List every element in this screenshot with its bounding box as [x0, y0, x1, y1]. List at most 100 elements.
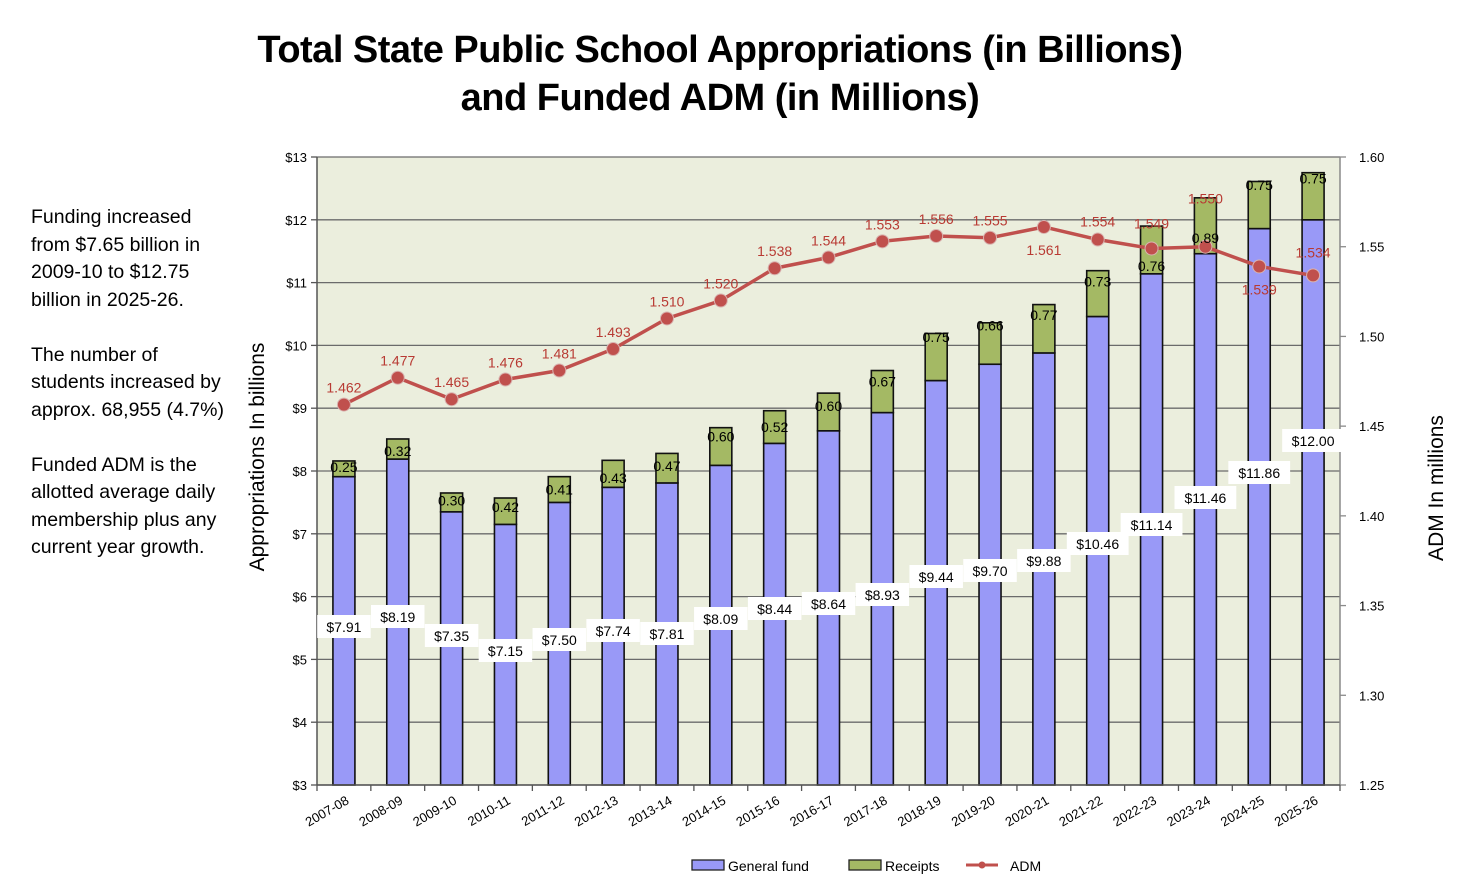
adm-label: 1.544: [811, 232, 846, 248]
bar-receipts: [1085, 269, 1110, 318]
adm-label: 1.465: [434, 374, 469, 390]
y-tick-label-right: 1.40: [1359, 509, 1384, 524]
adm-point: [1198, 239, 1213, 254]
chart-title-line-1: Total State Public School Appropriations…: [257, 29, 1183, 71]
adm-label: 1.538: [757, 243, 792, 259]
bar-receipts: [1247, 180, 1272, 230]
adm-point: [336, 397, 351, 412]
x-tick-label: 2012-13: [572, 793, 621, 830]
general-fund-label-box: [694, 607, 748, 630]
bar-receipts: [924, 332, 948, 382]
receipts-label: 0.73: [1084, 274, 1111, 290]
x-tick-label: 2008-09: [356, 793, 405, 830]
general-fund-label: $7.74: [596, 623, 631, 639]
receipts-label: 0.41: [546, 482, 573, 498]
adm-point: [1144, 241, 1159, 256]
general-fund-label: $11.14: [1131, 517, 1173, 533]
general-fund-label: $8.64: [811, 596, 846, 612]
bar-receipts: [655, 452, 679, 484]
data-labels: $7.91 $8.19 $7.35 $7.15 $7.50 $7.74 $7.81 $8.09…: [317, 170, 1344, 662]
x-tick-label: 2020-21: [1003, 793, 1052, 830]
receipts-label: 0.43: [600, 470, 627, 486]
x-tick-label: 2017-18: [841, 793, 890, 830]
y-tick-label-right: 1.35: [1359, 599, 1384, 614]
bar-general-fund: [439, 511, 464, 786]
bar-receipts: [978, 321, 1002, 366]
adm-point: [498, 372, 513, 387]
x-tick-label: 2022-23: [1110, 793, 1159, 830]
bar-receipts: [601, 459, 625, 489]
general-fund-label-box: [586, 619, 640, 642]
chart-title: Total State Public School Appropriations…: [0, 26, 1440, 122]
adm-label: 1.554: [1080, 214, 1115, 230]
adm-point: [1252, 259, 1267, 274]
general-fund-label-box: [1228, 461, 1291, 484]
receipts-label: 0.47: [653, 458, 680, 474]
general-fund-label: $7.91: [326, 619, 361, 635]
adm-label: 1.481: [542, 346, 577, 362]
general-fund-label: $7.81: [649, 626, 684, 642]
adm-label: 1.477: [380, 353, 415, 369]
receipts-label: 0.32: [384, 443, 411, 459]
general-fund-label-box: [1120, 513, 1183, 536]
general-fund-label: $8.44: [757, 601, 792, 617]
bar-receipts: [1032, 303, 1056, 354]
general-fund-label-box: [1017, 549, 1071, 572]
adm-label: 1.493: [596, 324, 631, 340]
y-tick-label-left: $4: [293, 715, 307, 730]
general-fund-label-box: [424, 624, 479, 647]
adm-line: [336, 219, 1321, 412]
general-fund-label-box: [371, 605, 425, 628]
receipts-label: 0.66: [976, 318, 1003, 334]
adm-point: [983, 230, 998, 245]
y-tick-label-left: $10: [285, 338, 307, 353]
receipts-label: 0.30: [438, 492, 465, 508]
y-tick-label-left: $5: [293, 652, 307, 667]
general-fund-label: $10.46: [1076, 536, 1119, 552]
x-tick-label: 2014-15: [679, 793, 728, 830]
bar-receipts: [385, 438, 410, 460]
x-tick-label: 2009-10: [410, 793, 459, 830]
legend-swatch-adm-marker: [978, 861, 986, 869]
x-tick-label: 2013-14: [626, 793, 675, 830]
y-tick-label-right: 1.30: [1359, 688, 1384, 703]
bar-receipts: [493, 497, 518, 526]
y-tick-label-left: $8: [293, 464, 307, 479]
general-fund-label-box: [909, 565, 963, 588]
x-tick-label: 2019-20: [949, 793, 998, 830]
adm-point: [929, 228, 944, 243]
adm-label: 1.534: [1296, 244, 1331, 260]
chart-title-line-2: and Funded ADM (in Millions): [460, 77, 980, 119]
adm-label: 1.510: [649, 293, 684, 309]
y-tick-label-left: $7: [293, 527, 307, 542]
receipts-label: 0.60: [707, 429, 734, 445]
general-fund-label: $7.15: [488, 643, 523, 659]
adm-point: [552, 363, 567, 378]
legend: General fund Receipts ADM: [691, 858, 1041, 874]
general-fund-label: $8.19: [380, 609, 415, 625]
x-tick-label: 2011-12: [519, 793, 567, 829]
x-tick-label: 2025-26: [1272, 793, 1321, 830]
general-fund-label: $12.00: [1292, 433, 1335, 449]
receipts-label: 0.75: [1299, 170, 1326, 186]
general-fund-label-box: [963, 559, 1017, 582]
general-fund-label: $9.44: [919, 569, 954, 585]
adm-label: 1.561: [1026, 242, 1061, 258]
x-tick-label: 2023-24: [1164, 793, 1213, 830]
adm-label: 1.550: [1188, 191, 1223, 207]
bar-general-fund: [1193, 252, 1218, 786]
general-fund-label-box: [1174, 486, 1237, 509]
general-fund-label-box: [317, 615, 371, 638]
legend-swatch-general-fund: [691, 859, 725, 871]
receipts-label: 0.77: [1030, 307, 1057, 323]
y-tick-label-right: 1.55: [1359, 240, 1384, 255]
general-fund-label: $7.35: [434, 628, 469, 644]
bar-receipts: [332, 460, 356, 478]
y-axis-title-right: ADM In millions: [1425, 415, 1448, 561]
bar-receipts: [870, 369, 895, 414]
y-tick-label-left: $9: [293, 401, 307, 416]
bar-general-fund: [1247, 227, 1272, 786]
x-tick-label: 2015-16: [733, 793, 782, 830]
general-fund-label: $9.70: [973, 563, 1008, 579]
